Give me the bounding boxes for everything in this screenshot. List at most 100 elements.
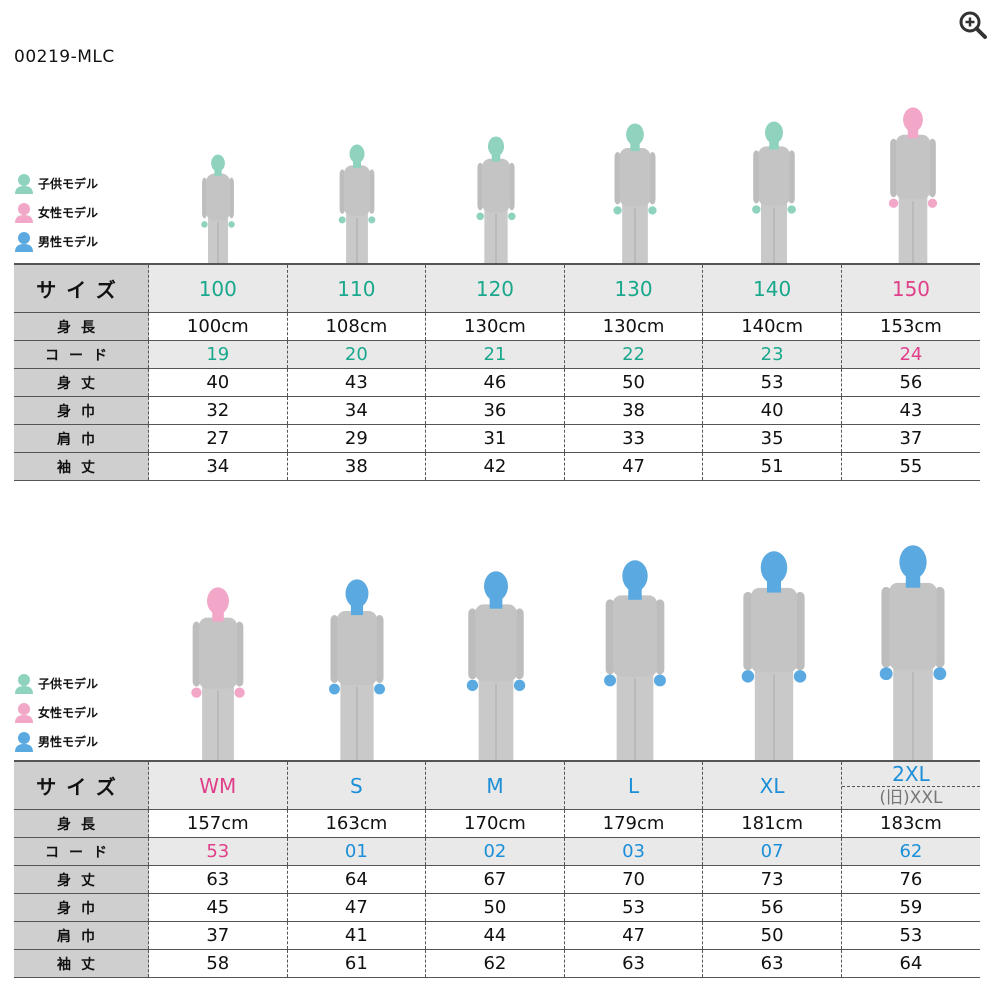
model-legend: 子供モデル女性モデル男性モデル	[14, 669, 98, 756]
row-label: 身巾	[14, 893, 149, 922]
width-cell: 38	[563, 396, 703, 425]
model-figure	[752, 121, 796, 263]
sleeve-cell: 55	[840, 452, 980, 481]
row-label: コード	[14, 837, 149, 866]
length-cell: 46	[425, 368, 565, 397]
old-size-label: (旧)XXL	[841, 786, 980, 809]
length-cell: 43	[286, 368, 426, 397]
row-label: サイズ	[14, 264, 149, 313]
row-label: 身丈	[14, 865, 149, 894]
row-label: 身巾	[14, 396, 149, 425]
sleeve-cell: 38	[286, 452, 426, 481]
length-cell: 64	[286, 865, 426, 894]
sleeve-cell: 63	[563, 949, 703, 978]
shoulder-cell: 37	[148, 921, 288, 950]
model-figure	[476, 136, 516, 263]
width-cell: 47	[286, 893, 426, 922]
row-label: 肩巾	[14, 424, 149, 453]
model-legend: 子供モデル 女性モデル 男性モデル	[14, 169, 98, 256]
legend-item: 女性モデル	[14, 198, 98, 227]
size-cell: 120	[425, 264, 565, 313]
size-cell: 100	[148, 264, 288, 313]
person-icon	[15, 702, 33, 723]
code-cell: 22	[563, 340, 703, 369]
code-row: コード 53 01 02 03 07 62	[14, 837, 980, 866]
shoulder-cell: 33	[563, 424, 703, 453]
size-cell: M	[425, 761, 565, 810]
row-label: 袖丈	[14, 949, 149, 978]
length-cell: 67	[425, 865, 565, 894]
height-cell: 130cm	[563, 312, 703, 341]
shoulder-row: 肩巾 37 41 44 47 50 53	[14, 921, 980, 950]
legend-item: 男性モデル	[14, 727, 98, 756]
person-icon	[15, 202, 33, 223]
width-cell: 59	[840, 893, 980, 922]
person-icon	[15, 731, 33, 752]
size-cell: 150	[840, 264, 980, 313]
shoulder-cell: 41	[286, 921, 426, 950]
code-cell: 62	[840, 837, 980, 866]
sleeve-cell: 47	[563, 452, 703, 481]
length-cell: 40	[148, 368, 288, 397]
length-cell: 70	[563, 865, 703, 894]
size-cell: 2XL (旧)XXL	[840, 761, 980, 810]
sleeve-cell: 63	[702, 949, 842, 978]
model-figure	[879, 545, 947, 760]
length-cell: 56	[840, 368, 980, 397]
sleeve-row: 袖丈 58 61 62 63 63 64	[14, 949, 980, 978]
model-figure	[741, 551, 807, 760]
size-cell: 140	[702, 264, 842, 313]
code-cell: 53	[148, 837, 288, 866]
size-row: サイズ WM S M L XL 2XL (旧)XXL	[14, 761, 980, 810]
row-label: 身長	[14, 312, 149, 341]
zoom-in-icon[interactable]	[958, 10, 988, 40]
sleeve-cell: 61	[286, 949, 426, 978]
height-cell: 130cm	[425, 312, 565, 341]
size-cell: S	[286, 761, 426, 810]
row-label: 袖丈	[14, 452, 149, 481]
size-cell: L	[563, 761, 703, 810]
legend-label: 子供モデル	[38, 677, 99, 691]
sleeve-cell: 64	[840, 949, 980, 978]
code-row: コード 19 20 21 22 23 24	[14, 340, 980, 369]
sleeve-row: 袖丈 34 38 42 47 51 55	[14, 452, 980, 481]
length-cell: 73	[702, 865, 842, 894]
model-figure	[329, 579, 385, 760]
legend-label: 子供モデル	[38, 177, 99, 191]
shoulder-row: 肩巾 27 29 31 33 35 37	[14, 424, 980, 453]
row-label: 身長	[14, 809, 149, 838]
shoulder-cell: 31	[425, 424, 565, 453]
legend-item: 女性モデル	[14, 698, 98, 727]
model-figure	[191, 587, 245, 760]
height-cell: 181cm	[702, 809, 842, 838]
length-cell: 53	[702, 368, 842, 397]
height-row: 身長 100cm 108cm 130cm 130cm 140cm 153cm	[14, 312, 980, 341]
sleeve-cell: 51	[702, 452, 842, 481]
code-cell: 21	[425, 340, 565, 369]
shoulder-cell: 27	[148, 424, 288, 453]
legend-label: 女性モデル	[38, 706, 99, 720]
code-cell: 03	[563, 837, 703, 866]
width-row: 身巾 45 47 50 53 56 59	[14, 893, 980, 922]
height-cell: 179cm	[563, 809, 703, 838]
width-cell: 53	[563, 893, 703, 922]
adult-model-figures	[191, 545, 947, 760]
shoulder-cell: 53	[840, 921, 980, 950]
product-code: 00219-MLC	[14, 47, 115, 67]
shoulder-cell: 44	[425, 921, 565, 950]
width-cell: 56	[702, 893, 842, 922]
shoulder-cell: 37	[840, 424, 980, 453]
legend-item: 子供モデル	[14, 169, 98, 198]
width-cell: 32	[148, 396, 288, 425]
width-cell: 40	[702, 396, 842, 425]
person-icon	[15, 231, 33, 252]
row-label: 肩巾	[14, 921, 149, 950]
model-figure	[338, 144, 376, 263]
code-cell: 24	[840, 340, 980, 369]
size-cell: XL	[702, 761, 842, 810]
length-row: 身丈 40 43 46 50 53 56	[14, 368, 980, 397]
code-cell: 20	[286, 340, 426, 369]
width-cell: 45	[148, 893, 288, 922]
person-icon	[15, 673, 33, 694]
